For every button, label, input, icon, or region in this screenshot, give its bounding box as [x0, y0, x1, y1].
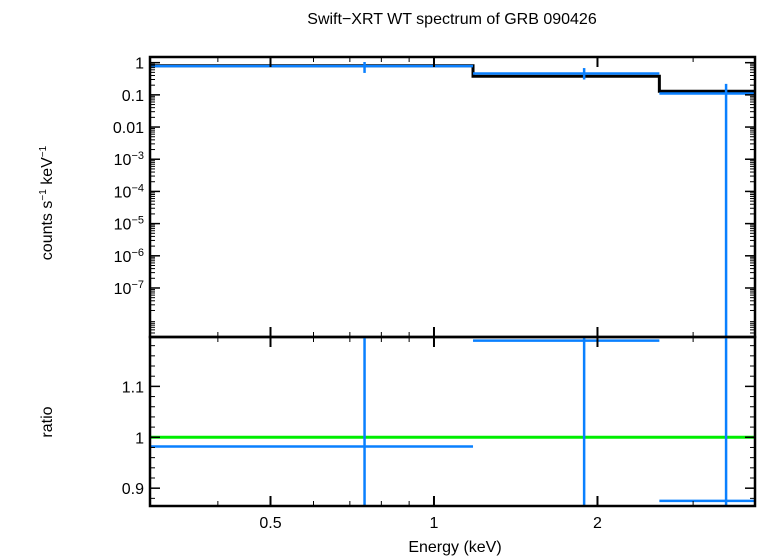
spectrum-panel: 1 0.1 0.01 10−3 10−4 10−5 10−6 10−7 [113, 55, 757, 339]
spectrum-plot-frame [148, 55, 757, 339]
ratio-y-tick-label-2: 1 [135, 430, 144, 447]
ratio-plot-frame [148, 335, 757, 508]
spectrum-y-tick-label-3: 0.01 [113, 120, 144, 137]
spectrum-y-axis-label: counts s−1 keV−1 [38, 145, 56, 260]
x-tick-label-3: 2 [593, 515, 602, 532]
x-axis-label: Energy (keV) [408, 539, 501, 556]
ratio-y-axis-label: ratio [39, 406, 56, 437]
spectrum-y-tick-label-4: 10−3 [114, 150, 144, 169]
x-tick-label-1: 0.5 [259, 515, 281, 532]
model-step-line [150, 64, 755, 93]
ratio-panel: 0.9 1 1.1 0.5 1 2 [122, 335, 757, 532]
x-tick-label-2: 1 [430, 515, 439, 532]
spectrum-y-tick-label-6: 10−5 [114, 215, 144, 234]
spectrum-y-tick-label-8: 10−7 [114, 279, 144, 298]
spectrum-y-tick-label-1: 1 [135, 56, 144, 73]
ratio-y-tick-label-3: 1.1 [122, 379, 144, 396]
spectrum-y-tick-label-2: 0.1 [122, 88, 144, 105]
ratio-y-tick-label-1: 0.9 [122, 481, 144, 498]
chart-title: Swift−XRT WT spectrum of GRB 090426 [307, 11, 597, 28]
spectrum-y-tick-label-5: 10−4 [114, 182, 144, 201]
spectrum-y-tick-label-7: 10−6 [114, 247, 144, 266]
